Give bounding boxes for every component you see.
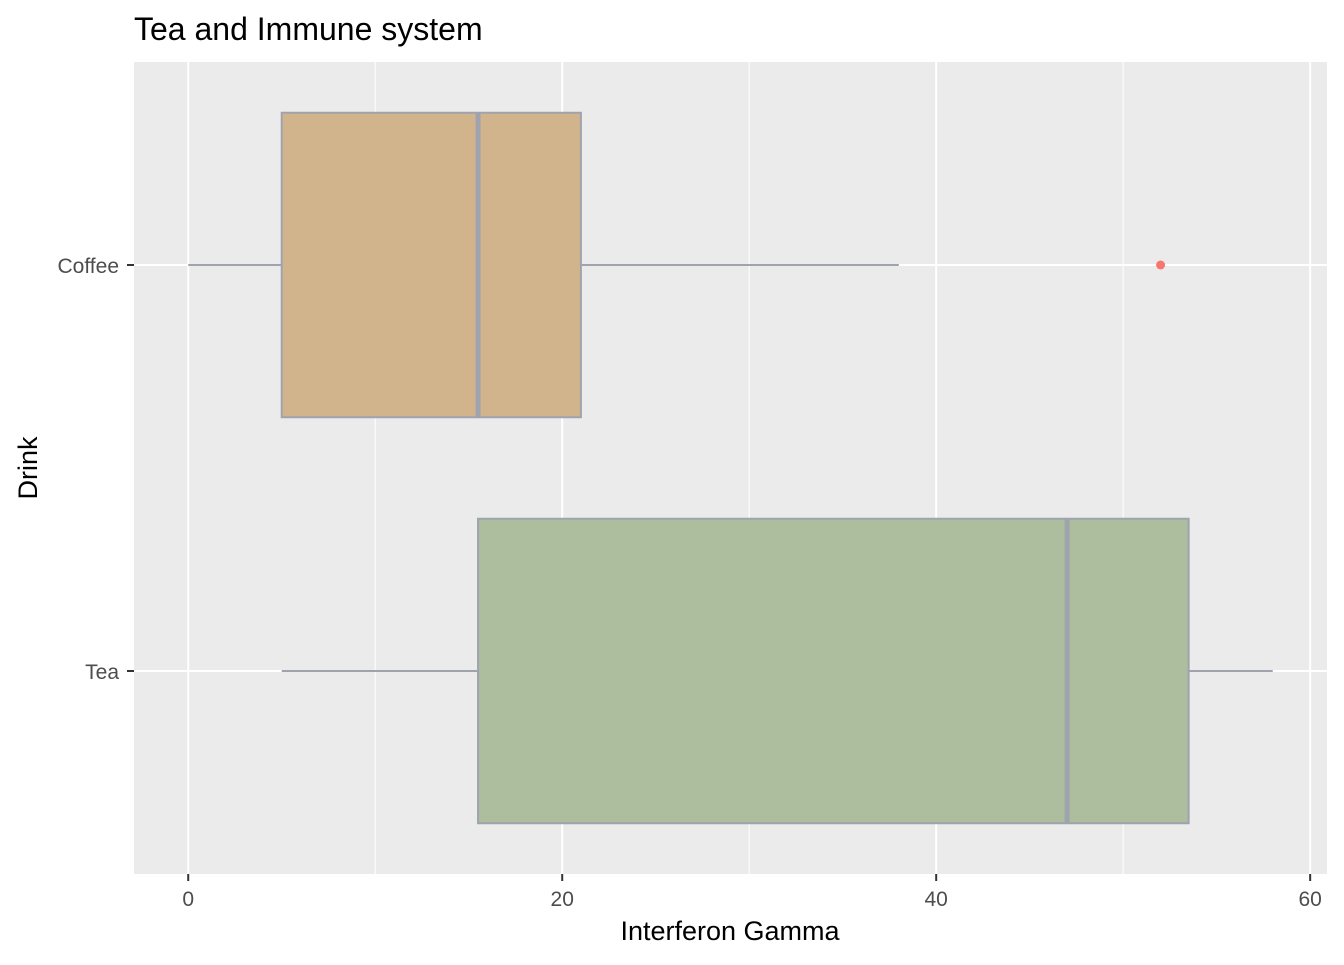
iqr-box: [280, 111, 582, 419]
y-tick-label: Coffee: [58, 255, 120, 278]
outlier-point: [1156, 260, 1166, 270]
box-tea: [281, 517, 1273, 825]
box-coffee: [188, 111, 1166, 419]
x-tick-label: 60: [1298, 888, 1321, 911]
x-tick-label: 40: [925, 888, 948, 911]
axes: 0 20 40 60 Coffee Tea: [58, 255, 1322, 911]
x-tick-label: 0: [182, 888, 194, 911]
y-axis-label: Drink: [13, 436, 43, 500]
x-tick-label: 20: [551, 888, 574, 911]
iqr-box: [477, 517, 1190, 825]
boxes: [188, 111, 1273, 825]
chart-title: Tea and Immune system: [134, 11, 483, 47]
x-axis-label: Interferon Gamma: [620, 916, 840, 946]
y-tick-label: Tea: [85, 661, 119, 684]
